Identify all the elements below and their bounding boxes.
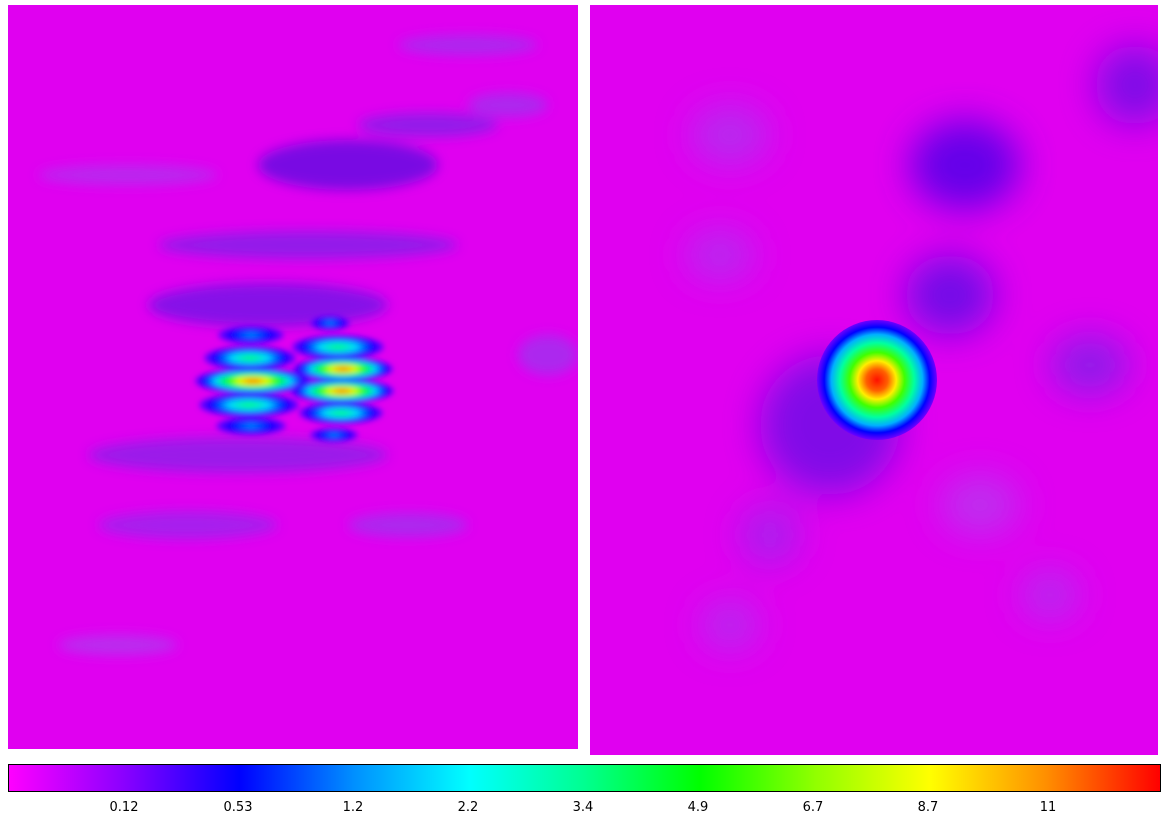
colorbar-gradient	[8, 764, 1161, 792]
colorbar-tick: 11	[1039, 800, 1057, 815]
colorbar-tick: 4.9	[687, 800, 709, 815]
colorbar-tick: 6.7	[802, 800, 824, 815]
colorbar-ticks: 0.12 0.53 1.2 2.2 3.4 4.9 6.7 8.7 11	[8, 800, 1161, 820]
right-heatmap-panel	[590, 5, 1158, 755]
colorbar-tick: 0.12	[109, 800, 139, 815]
colorbar-tick: 2.2	[457, 800, 479, 815]
left-heatmap-panel	[8, 5, 578, 749]
left-heatmap-image	[8, 5, 578, 749]
colorbar-tick: 1.2	[342, 800, 364, 815]
colorbar	[8, 764, 1161, 794]
colorbar-tick: 8.7	[917, 800, 939, 815]
colorbar-tick: 3.4	[572, 800, 594, 815]
right-heatmap-image	[590, 5, 1158, 755]
colorbar-tick: 0.53	[223, 800, 253, 815]
